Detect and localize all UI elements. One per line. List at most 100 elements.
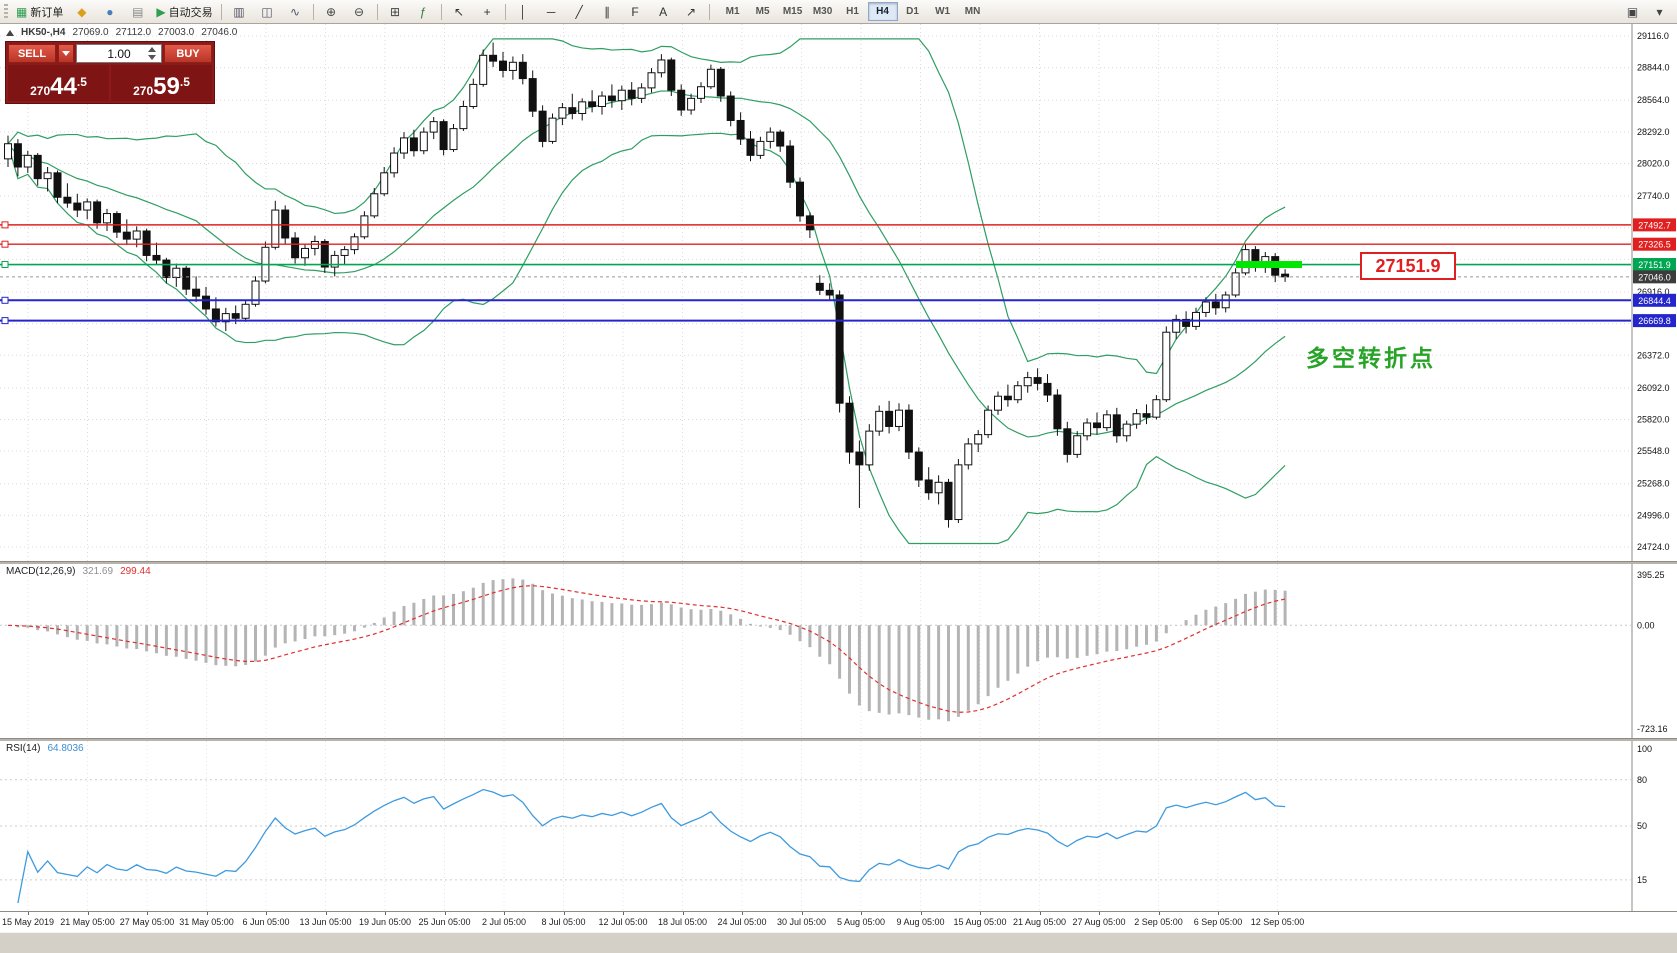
date-label: 21 Aug 05:00 xyxy=(1012,917,1067,927)
timeframe-D1[interactable]: D1 xyxy=(906,6,919,17)
rsi-panel: 100 80 50 15 RSI(14) 64.8036 xyxy=(0,741,1677,911)
volume-up-icon[interactable] xyxy=(148,47,156,52)
price-axis-label: 28020.0 xyxy=(1637,159,1670,169)
toolbar-separator xyxy=(376,3,378,20)
panel-separator[interactable] xyxy=(0,738,1677,741)
trendline-tool-icon[interactable]: ╱ xyxy=(566,1,593,22)
date-tick xyxy=(325,912,327,915)
date-label: 18 Jul 05:00 xyxy=(657,917,708,927)
price-annotation-box[interactable]: 27151.9 xyxy=(1360,252,1456,280)
macd-signal-value: 299.44 xyxy=(120,566,151,577)
auto-trading-icon[interactable]: ▶ 自动交易 xyxy=(152,1,216,22)
date-label: 2 Sep 05:00 xyxy=(1134,917,1183,927)
sell-price[interactable]: 270 44.5 xyxy=(8,65,109,101)
timeframe-M1[interactable]: M1 xyxy=(725,6,740,17)
bar-chart-type-icon[interactable]: ▥ xyxy=(226,1,253,22)
line-handle[interactable] xyxy=(1,221,9,229)
panel-separator[interactable] xyxy=(0,561,1677,564)
toolbar-separator xyxy=(312,3,314,20)
date-tick xyxy=(1158,912,1160,915)
navigator-icon[interactable]: ▤ xyxy=(124,1,151,22)
line-handle[interactable] xyxy=(1,296,9,304)
price-axis-label: 28292.0 xyxy=(1637,127,1670,137)
line-handle[interactable] xyxy=(1,240,9,248)
volume-down-icon[interactable] xyxy=(148,55,156,60)
time-axis[interactable]: 15 May 2019 21 May 05:00 27 May 05:00 31 Ma… xyxy=(0,911,1677,932)
buy-price[interactable]: 270 59.5 xyxy=(111,65,212,101)
date-tick xyxy=(266,912,267,915)
arrows-tool-icon[interactable]: ↗ xyxy=(678,1,705,22)
toolbar-right-items: ▣ ▾ xyxy=(1619,1,1673,22)
price-tag xyxy=(1633,218,1676,232)
timeframe-group: M1 M5 M15 M30 H1 H4 D1 W1 MN xyxy=(718,2,988,21)
crosshair-tool-icon[interactable]: + xyxy=(474,1,501,22)
ohlc-low: 27003.0 xyxy=(158,27,195,38)
buy-button[interactable]: BUY xyxy=(164,44,212,63)
date-tick xyxy=(801,912,803,915)
horizontal-line-tool-icon[interactable]: ─ xyxy=(538,1,565,22)
date-tick xyxy=(920,912,922,915)
fibonacci-tool-icon[interactable]: F xyxy=(622,1,649,22)
line-handle[interactable] xyxy=(1,317,9,325)
rsi-plot[interactable]: 100 80 50 15 xyxy=(0,741,1677,911)
market-watch-glyph: ● xyxy=(106,4,114,19)
chart-window: 29116.0 28844.0 28564.0 28292.0 28020.0 27740… xyxy=(0,24,1677,953)
rsi-line xyxy=(17,788,1286,904)
date-label: 15 May 2019 xyxy=(2,917,55,927)
date-tick xyxy=(147,912,148,915)
collapse-icon[interactable] xyxy=(6,29,14,36)
timeframe-W1[interactable]: W1 xyxy=(935,6,951,17)
date-label: 6 Jun 05:00 xyxy=(242,917,290,927)
channel-tool-icon[interactable]: ∥ xyxy=(594,1,621,22)
candlestick-type-icon[interactable]: ◫ xyxy=(254,1,281,22)
turning-point-annotation[interactable]: 多空转折点 xyxy=(1306,345,1436,371)
price-axis-label: 25820.0 xyxy=(1637,414,1670,424)
price-chart-panel: 29116.0 28844.0 28564.0 28292.0 28020.0 27740… xyxy=(0,24,1677,561)
toolbar-separator xyxy=(504,3,506,20)
cursor-tool-icon[interactable]: ↖ xyxy=(446,1,473,22)
tile-windows-icon[interactable]: ⊞ xyxy=(382,1,409,22)
timeframe-MN[interactable]: MN xyxy=(964,6,981,17)
price-digits: 44 xyxy=(50,72,77,100)
text-tool-icon[interactable]: A xyxy=(650,1,677,22)
macd-name: MACD(12,26,9) xyxy=(6,566,76,577)
line-chart-type-glyph: ∿ xyxy=(290,4,301,19)
timeframe-H4[interactable]: H4 xyxy=(867,2,898,21)
timeframe-M5[interactable]: M5 xyxy=(755,6,770,17)
vertical-line-tool-icon[interactable]: │ xyxy=(510,1,537,22)
price-tag-label: 27326.5 xyxy=(1638,240,1671,250)
date-tick xyxy=(28,912,29,915)
horizontal-line-tool-glyph: ─ xyxy=(546,4,556,19)
price-tag-label: 27151.9 xyxy=(1638,260,1671,270)
price-axis-label: 28564.0 xyxy=(1637,95,1670,105)
order-options-dropdown[interactable] xyxy=(58,44,74,63)
volume-input[interactable]: 1.00 xyxy=(76,44,162,63)
date-label: 21 May 05:00 xyxy=(60,917,115,927)
indicators-list-icon[interactable]: ƒ xyxy=(410,1,437,22)
sell-button[interactable]: SELL xyxy=(8,44,56,63)
profile-icon[interactable]: ◆ xyxy=(68,1,95,22)
timeframe-M30[interactable]: M30 xyxy=(812,6,833,17)
date-label: 25 Jun 05:00 xyxy=(418,917,471,927)
date-label: 12 Sep 05:00 xyxy=(1250,917,1305,927)
window-menu-icon[interactable]: ▾ xyxy=(1656,4,1663,19)
line-handle[interactable] xyxy=(1,261,9,269)
line-chart-type-icon[interactable]: ∿ xyxy=(282,1,309,22)
macd-histogram xyxy=(16,578,1287,722)
new-chart-icon[interactable]: ▣ xyxy=(1626,4,1639,19)
macd-plot[interactable]: 395.25 0.00 -723.16 xyxy=(0,564,1677,738)
date-label: 27 May 05:00 xyxy=(119,917,175,927)
new-order-icon[interactable]: ▦ 新订单 xyxy=(12,1,67,22)
price-tag xyxy=(1633,270,1676,284)
zoom-in-icon[interactable]: ⊕ xyxy=(318,1,345,22)
highlight-segment[interactable] xyxy=(1236,261,1302,269)
candles xyxy=(4,42,1290,528)
timeframe-M15[interactable]: M15 xyxy=(782,6,803,17)
toolbar-grip[interactable] xyxy=(4,3,8,20)
market-watch-icon[interactable]: ● xyxy=(96,1,123,22)
timeframe-H1[interactable]: H1 xyxy=(846,6,859,17)
zoom-out-icon[interactable]: ⊖ xyxy=(346,1,373,22)
price-plot[interactable]: 29116.0 28844.0 28564.0 28292.0 28020.0 27740… xyxy=(0,24,1677,561)
bollinger-upper xyxy=(7,38,1286,375)
